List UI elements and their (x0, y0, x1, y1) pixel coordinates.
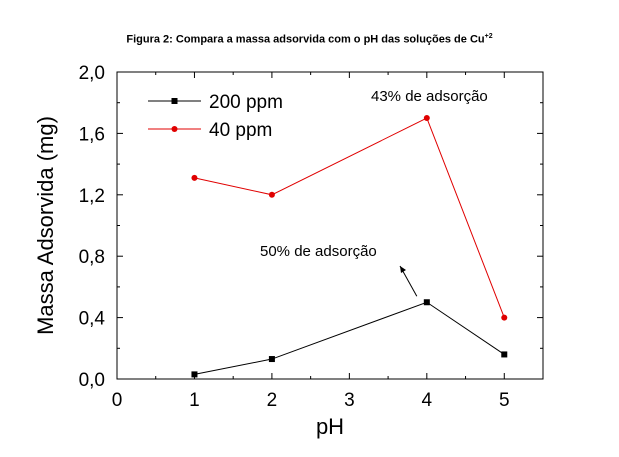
y-tick-label: 1,6 (79, 124, 105, 145)
series-1 (191, 115, 508, 321)
x-axis-label: pH (316, 414, 344, 439)
figure-title: Figura 2: Compara a massa adsorvida com … (0, 33, 619, 46)
legend-item: 200 ppm (148, 92, 283, 113)
x-tick-label: 3 (344, 390, 355, 411)
annotation-50: 50% de adsorção (260, 243, 377, 260)
legend-label: 200 ppm (209, 92, 283, 113)
data-point (268, 356, 275, 363)
data-point (501, 314, 508, 321)
y-axis-label: Massa Adsorvida (mg) (33, 116, 58, 335)
data-point (423, 299, 430, 306)
x-tick-label: 4 (422, 390, 433, 411)
legend-label: 40 ppm (209, 120, 272, 141)
x-tick-label: 2 (267, 390, 278, 411)
x-tick-label: 0 (112, 390, 123, 411)
y-tick-label: 2,0 (79, 63, 105, 84)
chart-ticks: 0 1 2 3 4 5 0,0 0,4 0,8 1,2 1,6 2,0 (79, 63, 543, 411)
data-point (191, 174, 198, 181)
legend-item: 40 ppm (148, 120, 272, 141)
series-line (194, 301, 505, 375)
figure-title-superscript: +2 (484, 33, 493, 40)
plot-frame (116, 71, 544, 380)
legend-marker (171, 98, 178, 104)
x-tick-label: 5 (499, 390, 510, 411)
y-tick-label: 0,0 (79, 370, 105, 391)
data-point (423, 115, 430, 122)
annotation-arrow-head (400, 266, 406, 273)
series-0 (191, 299, 508, 378)
figure-title-text: Figura 2: Compara a massa adsorvida com … (126, 33, 485, 46)
data-point (191, 371, 198, 378)
y-tick-label: 1,2 (79, 186, 105, 207)
data-point (501, 351, 508, 358)
series-line (194, 117, 505, 318)
chart-legend: 200 ppm 40 ppm (148, 92, 283, 141)
y-tick-label: 0,4 (79, 309, 106, 330)
y-tick-label: 0,8 (79, 247, 105, 268)
chart-annotations: 43% de adsorção 50% de adsorção (260, 88, 488, 297)
legend-marker (171, 126, 178, 132)
chart-series (191, 115, 508, 378)
data-point (268, 191, 275, 198)
annotation-43: 43% de adsorção (371, 88, 488, 105)
x-tick-label: 1 (189, 390, 200, 411)
